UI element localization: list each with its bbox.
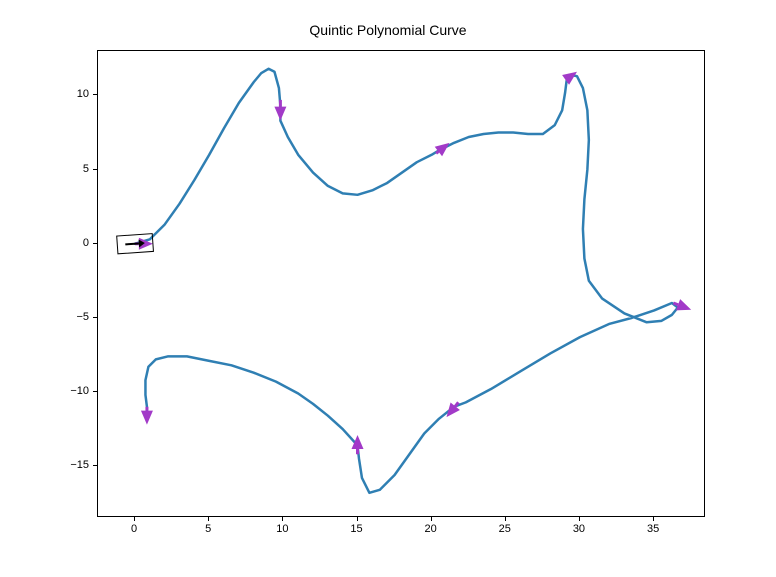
y-tick-mark xyxy=(93,169,97,170)
x-tick-mark xyxy=(653,517,654,521)
x-tick-mark xyxy=(282,517,283,521)
y-tick-mark xyxy=(93,465,97,466)
x-tick-label: 5 xyxy=(205,523,211,535)
y-tick-mark xyxy=(93,317,97,318)
arrow-shaft xyxy=(673,303,678,305)
x-tick-label: 10 xyxy=(276,523,288,535)
arrow-head xyxy=(562,72,577,85)
x-tick-label: 20 xyxy=(425,523,437,535)
y-tick-label: 0 xyxy=(59,237,89,249)
y-tick-mark xyxy=(93,243,97,244)
curve-path xyxy=(135,69,678,493)
x-tick-label: 30 xyxy=(573,523,585,535)
y-tick-mark xyxy=(93,94,97,95)
y-tick-label: 10 xyxy=(59,88,89,100)
plot-area xyxy=(97,50,705,517)
curve-svg xyxy=(98,51,706,518)
x-tick-mark xyxy=(208,517,209,521)
x-tick-label: 25 xyxy=(499,523,511,535)
y-tick-mark xyxy=(93,391,97,392)
y-tick-label: 5 xyxy=(59,163,89,175)
chart-container: Quintic Polynomial Curve 05101520253035 … xyxy=(0,0,776,577)
x-tick-mark xyxy=(505,517,506,521)
x-tick-mark xyxy=(579,517,580,521)
y-tick-label: −5 xyxy=(59,311,89,323)
arrow-head xyxy=(141,411,153,425)
x-tick-label: 35 xyxy=(647,523,659,535)
arrow-head xyxy=(676,299,691,310)
x-tick-mark xyxy=(431,517,432,521)
x-tick-label: 0 xyxy=(131,523,137,535)
x-tick-mark xyxy=(134,517,135,521)
x-tick-mark xyxy=(357,517,358,521)
y-tick-label: −10 xyxy=(59,385,89,397)
chart-title: Quintic Polynomial Curve xyxy=(309,22,466,38)
y-tick-label: −15 xyxy=(59,459,89,471)
arrow-shaft xyxy=(436,152,438,154)
x-tick-label: 15 xyxy=(350,523,362,535)
arrow-head xyxy=(274,107,286,121)
